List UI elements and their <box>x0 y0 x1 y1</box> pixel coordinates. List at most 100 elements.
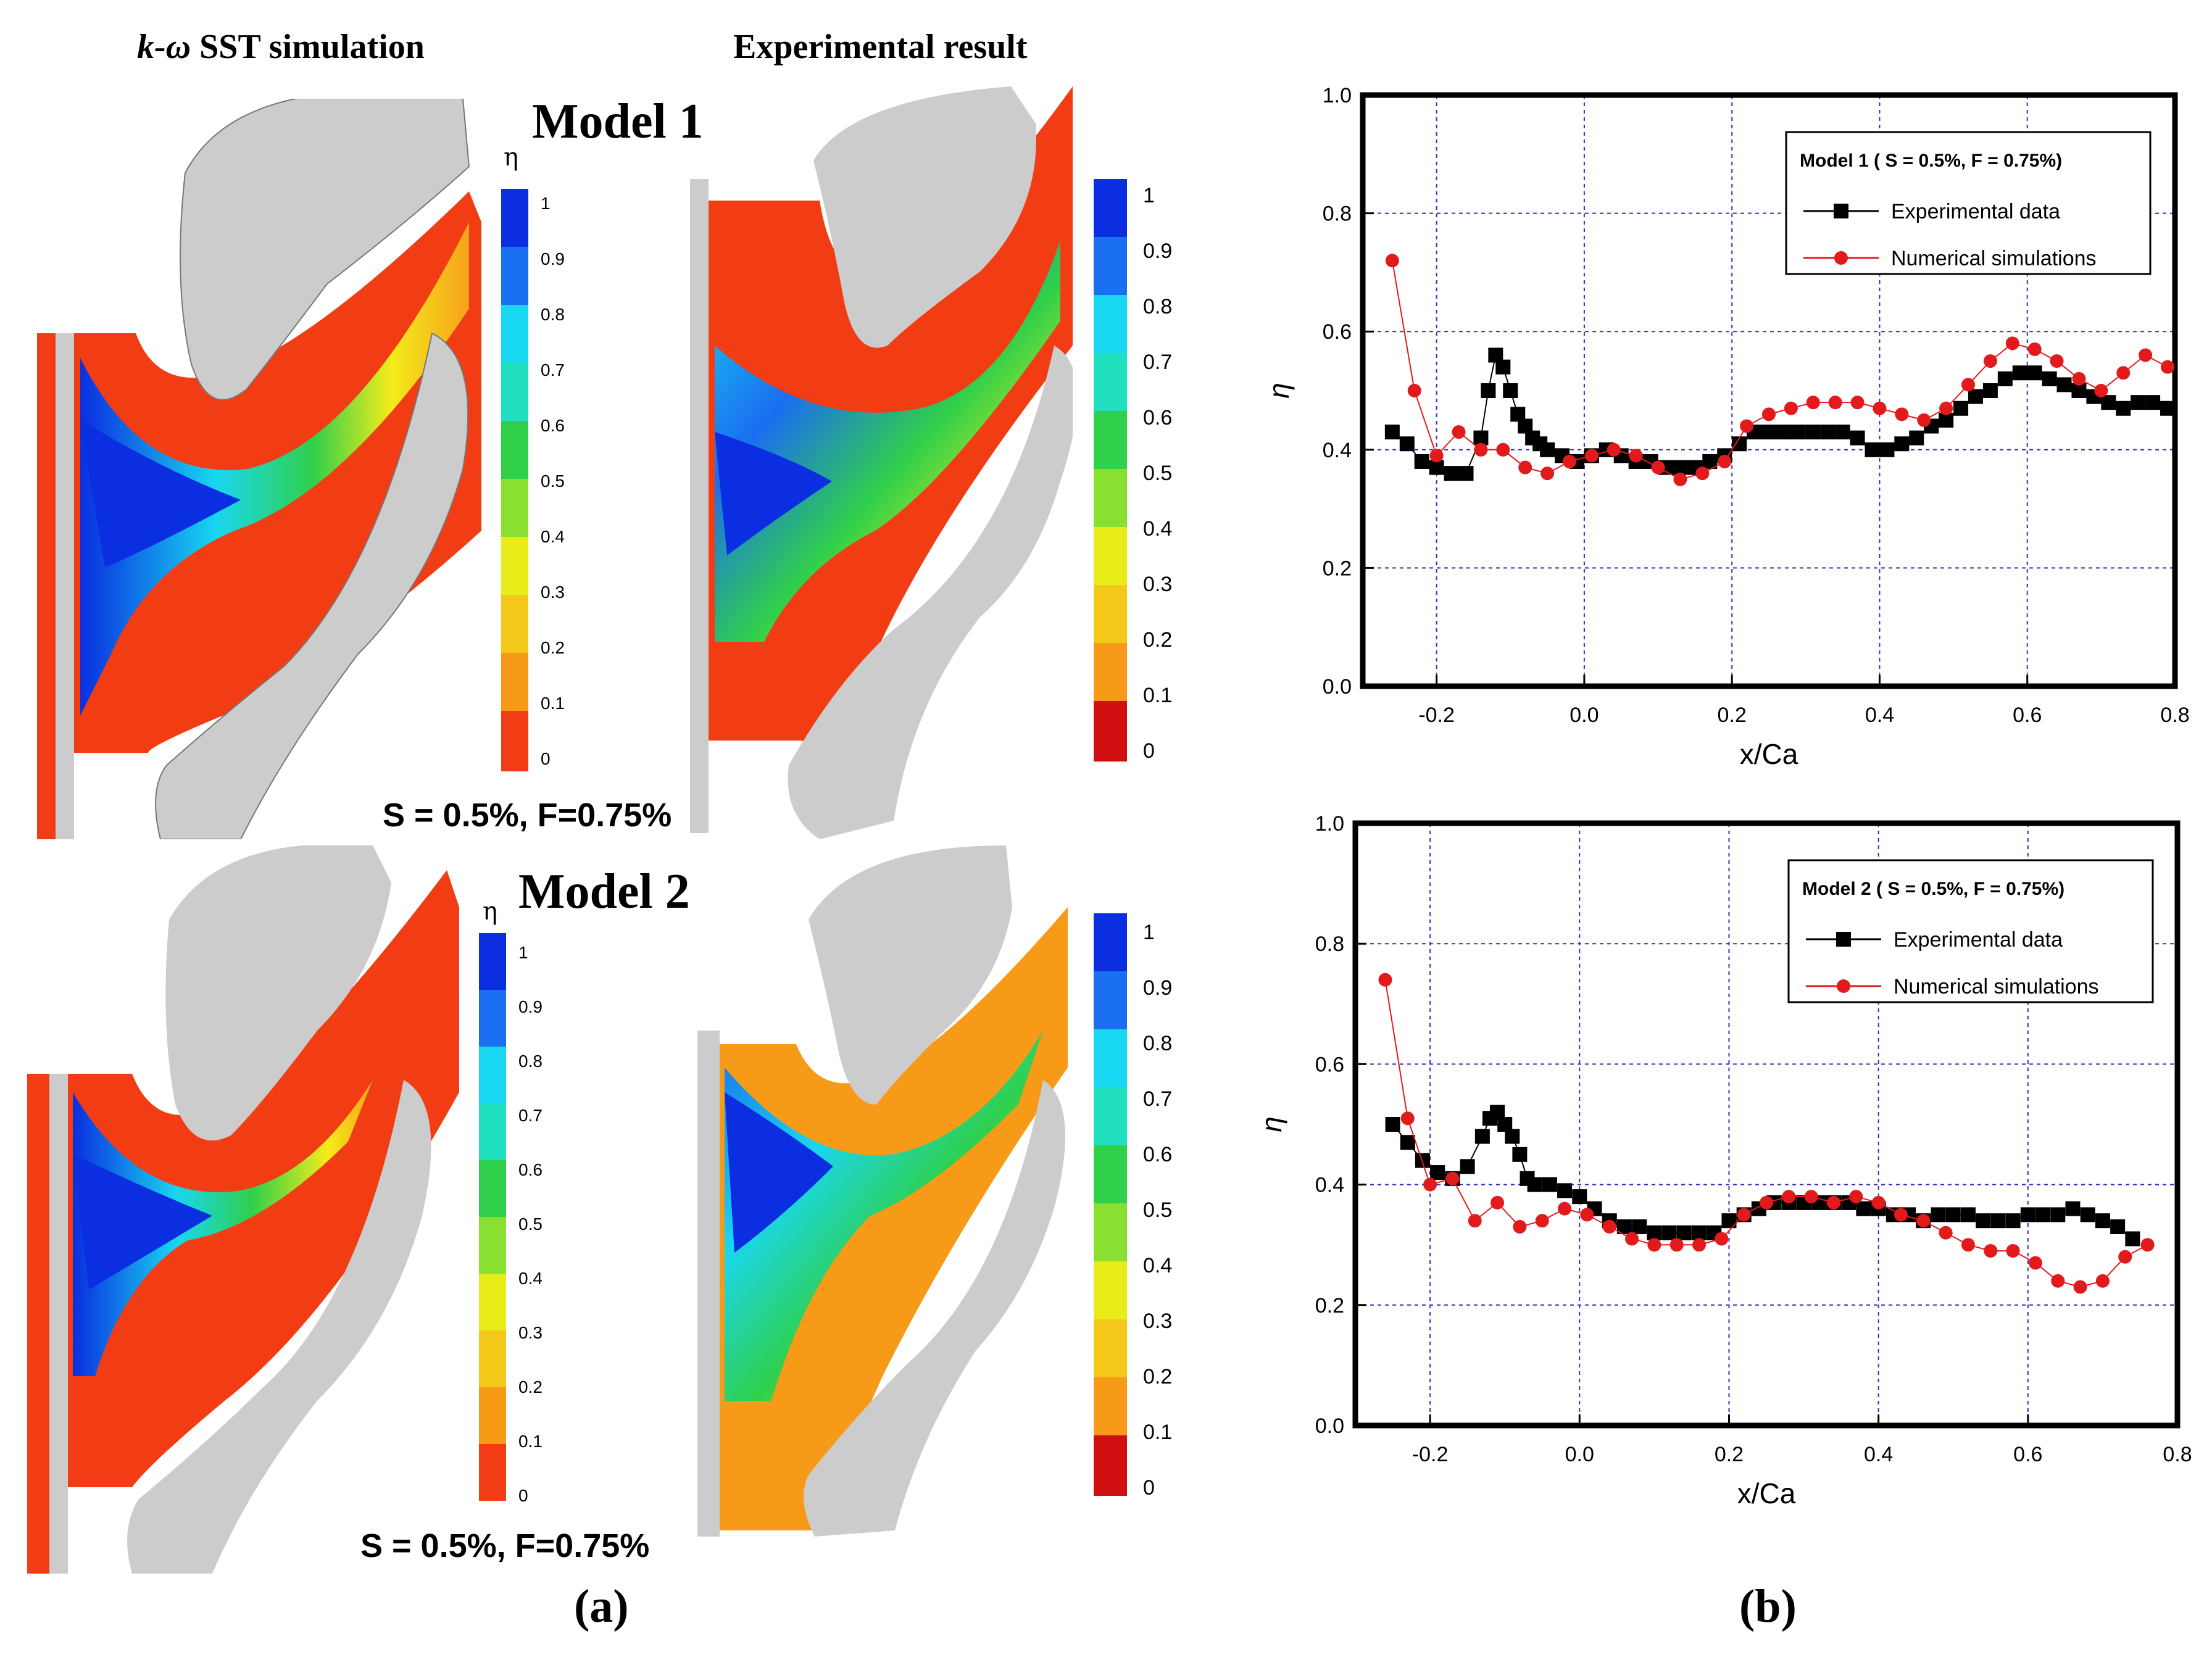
numerical-point <box>1695 467 1710 481</box>
model1-exp-colorbar-svg <box>1094 179 1127 762</box>
numerical-point <box>1895 407 1909 421</box>
cb-tick: 0.5 <box>541 471 565 491</box>
numerical-point <box>2027 342 2042 356</box>
x-tick-label: -0.2 <box>1412 1443 1449 1466</box>
experimental-point <box>1460 1159 1475 1174</box>
experimental-point <box>1661 1225 1677 1240</box>
panel-a-label: (a) <box>574 1580 629 1632</box>
exp-column-title: Experimental result <box>733 28 1028 66</box>
cb-tick: 0.7 <box>1143 351 1173 374</box>
numerical-point <box>2005 336 2019 351</box>
y-tick-label: 0.8 <box>1323 202 1352 226</box>
model1-exp-colorbar <box>1094 179 1127 762</box>
numerical-point <box>1894 1208 1908 1222</box>
cb-tick: 0 <box>541 749 551 768</box>
numerical-point <box>1782 1190 1796 1204</box>
cb-tick: 0.5 <box>1143 1198 1173 1222</box>
model1-exp-colorbar-ticks: 1 0.9 0.8 0.7 0.6 0.5 0.4 0.3 0.2 0.1 0 <box>1143 179 1180 763</box>
experimental-point <box>2110 1219 2126 1234</box>
model1-condition: S = 0.5%, F=0.75% <box>383 797 672 834</box>
experimental-point <box>1673 460 1688 475</box>
numerical-point <box>1540 467 1555 481</box>
y-tick-label: 0.8 <box>1315 932 1344 956</box>
y-tick-label: 1.0 <box>1323 84 1352 107</box>
cb-tick: 0.1 <box>1143 684 1173 707</box>
experimental-point <box>1444 466 1459 481</box>
legend-label: Experimental data <box>1891 200 2060 223</box>
cb-tick: 0.9 <box>1143 976 1173 1000</box>
numerical-point <box>1737 1208 1751 1222</box>
numerical-point <box>1580 1208 1594 1222</box>
legend-label: Numerical simulations <box>1894 975 2099 998</box>
y-tick-label: 0.2 <box>1315 1294 1344 1318</box>
experimental-point <box>1805 425 1821 440</box>
experimental-point <box>1997 371 2013 386</box>
experimental-point <box>1415 1153 1430 1168</box>
experimental-point <box>2131 395 2146 410</box>
cb-tick: 0.5 <box>1143 462 1173 485</box>
experimental-point <box>1474 1129 1490 1144</box>
model2-sim-colorbar <box>479 933 506 1501</box>
model1-exp-contour <box>690 86 1073 839</box>
numerical-point <box>1849 1190 1863 1204</box>
cb-tick: 0.3 <box>1143 573 1173 596</box>
numerical-point <box>1673 472 1687 486</box>
numerical-point <box>1760 1195 1773 1210</box>
experimental-point <box>2005 1213 2021 1229</box>
x-tick-label: -0.2 <box>1418 703 1455 727</box>
experimental-point <box>2012 365 2027 381</box>
experimental-point <box>1399 436 1415 452</box>
experimental-point <box>1400 1135 1415 1150</box>
experimental-point <box>1512 1147 1528 1162</box>
y-tick-label: 0.4 <box>1323 439 1352 462</box>
experimental-point <box>2080 1207 2095 1222</box>
experimental-point <box>1557 1183 1573 1198</box>
numerical-point <box>2140 1238 2155 1252</box>
model2-sim-contour <box>27 845 459 1574</box>
cb-tick: 1 <box>518 943 528 962</box>
experimental-point <box>2020 1207 2035 1222</box>
x-axis-label: x/Ca <box>1737 1477 1796 1509</box>
cb-tick: 0.9 <box>541 249 565 268</box>
numerical-point <box>1784 401 1798 415</box>
legend-marker-circle <box>1834 251 1848 265</box>
numerical-point <box>2139 348 2153 362</box>
experimental-point <box>2095 1213 2110 1229</box>
legend-box <box>1787 859 2154 1003</box>
experimental-point <box>1572 1189 1587 1205</box>
numerical-point <box>1826 1195 1840 1210</box>
model2-condition: S = 0.5%, F=0.75% <box>360 1527 650 1564</box>
cb-tick: 0.1 <box>541 694 565 713</box>
model1-sim-colorbar <box>501 189 528 771</box>
numerical-point <box>1602 1219 1616 1234</box>
cb-tick: 1 <box>1143 921 1155 944</box>
experimental-point <box>1945 1207 1961 1222</box>
panel-b-label: (b) <box>1739 1580 1797 1632</box>
numerical-point <box>1518 460 1532 475</box>
cb-tick: 0.4 <box>518 1269 543 1288</box>
experimental-point <box>1976 1213 1991 1229</box>
numerical-point <box>1651 460 1665 475</box>
x-tick-label: 0.8 <box>2160 703 2189 727</box>
experimental-point <box>1414 454 1429 469</box>
experimental-point <box>1385 1117 1400 1132</box>
legend-label: Numerical simulations <box>1891 247 2097 270</box>
numerical-point <box>1496 442 1510 457</box>
cb-tick: 0.4 <box>541 527 565 546</box>
x-tick-label: 0.4 <box>1865 703 1894 727</box>
x-tick-label: 0.6 <box>2013 1443 2042 1466</box>
numerical-point <box>1740 419 1754 433</box>
numerical-point <box>1629 449 1643 463</box>
model1-title: Model 1 <box>532 94 704 149</box>
experimental-point <box>1429 460 1444 475</box>
model2-exp-colorbar-ticks: 1 0.9 0.8 0.7 0.6 0.5 0.4 0.3 0.2 0.1 0 <box>1143 913 1180 1500</box>
cb-tick: 0.3 <box>518 1323 543 1342</box>
numerical-point <box>1423 1177 1437 1192</box>
y-tick-label: 0.0 <box>1323 675 1352 699</box>
y-tick-label: 0.0 <box>1315 1414 1344 1438</box>
chart-model1: -0.2 0.0 0.2 0.4 0.6 0.8 0.0 0.2 0.4 0.6 0.8 1.0 x/C… <box>1247 74 2210 790</box>
cb-tick: 0.2 <box>541 638 565 657</box>
numerical-point <box>1961 1238 1975 1252</box>
numerical-point <box>1647 1238 1661 1252</box>
cb-tick: 0.7 <box>1143 1087 1173 1111</box>
